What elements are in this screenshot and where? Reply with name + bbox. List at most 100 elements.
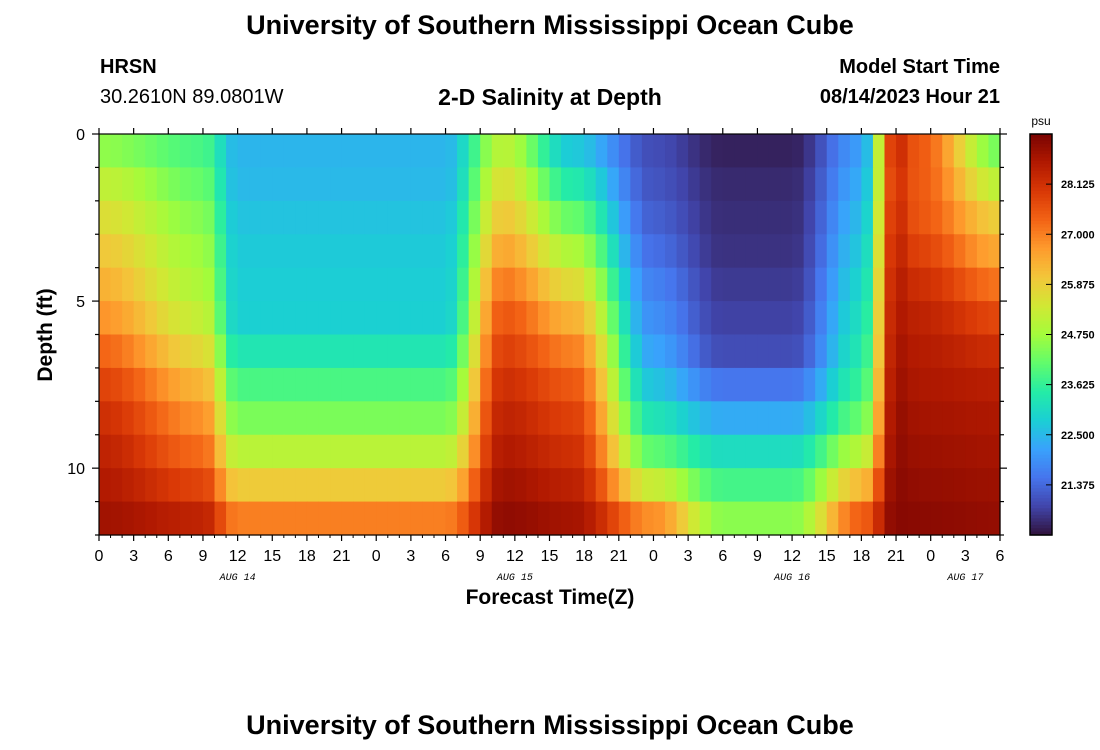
heatmap-cell bbox=[919, 334, 932, 369]
heatmap-cell bbox=[653, 468, 666, 503]
heatmap-cell bbox=[468, 334, 481, 369]
heatmap-cell bbox=[283, 367, 296, 402]
heatmap-cell bbox=[699, 367, 712, 402]
heatmap-cell bbox=[330, 267, 343, 302]
heatmap-cell bbox=[584, 267, 597, 302]
heatmap-cell bbox=[480, 401, 493, 436]
heatmap-cell bbox=[260, 301, 273, 336]
heatmap-cell bbox=[387, 200, 400, 235]
heatmap-cell bbox=[965, 234, 978, 269]
heatmap-cell bbox=[260, 200, 273, 235]
heatmap-cell bbox=[734, 334, 747, 369]
colorbar: 28.125 27.000 25.875 24.750 23.625 22.500 21.3… bbox=[1029, 133, 1095, 536]
heatmap-cell bbox=[976, 334, 990, 369]
heatmap-cell bbox=[99, 301, 112, 336]
x-tick-label: 12 bbox=[229, 548, 247, 565]
heatmap-cell bbox=[226, 367, 239, 402]
heatmap-cell bbox=[110, 200, 123, 235]
colorbar-segment bbox=[1030, 498, 1052, 503]
heatmap-cell bbox=[549, 267, 562, 302]
heatmap-cell bbox=[341, 234, 354, 269]
colorbar-segment bbox=[1030, 434, 1052, 439]
colorbar-segment bbox=[1030, 474, 1052, 479]
heatmap-cell bbox=[826, 134, 839, 169]
heatmap-cell bbox=[549, 434, 562, 469]
heatmap-cell bbox=[514, 501, 527, 536]
heatmap-cell bbox=[919, 134, 932, 169]
colorbar-segment bbox=[1030, 317, 1052, 322]
heatmap-cell bbox=[907, 200, 920, 235]
heatmap-cell bbox=[433, 501, 447, 536]
heatmap-cell bbox=[607, 367, 620, 402]
colorbar-segment bbox=[1030, 414, 1052, 419]
colorbar-segment bbox=[1030, 180, 1052, 185]
heatmap-cell bbox=[641, 301, 655, 336]
heatmap-cell bbox=[191, 434, 204, 469]
heatmap-cell bbox=[722, 334, 735, 369]
heatmap-cell bbox=[457, 468, 470, 503]
heatmap-cell bbox=[665, 367, 678, 402]
heatmap-cell bbox=[468, 167, 481, 202]
heatmap-cell bbox=[99, 434, 112, 469]
heatmap-cell bbox=[202, 501, 216, 536]
heatmap-cell bbox=[838, 134, 851, 169]
heatmap-cell bbox=[988, 134, 1001, 169]
heatmap-cell bbox=[745, 301, 759, 336]
colorbar-segment bbox=[1030, 217, 1052, 222]
colorbar-segment bbox=[1030, 438, 1052, 443]
colorbar-segment bbox=[1030, 404, 1052, 409]
heatmap-cell bbox=[907, 267, 920, 302]
heatmap-cell bbox=[676, 234, 689, 269]
heatmap-cell bbox=[757, 167, 770, 202]
heatmap-cell bbox=[318, 468, 331, 503]
heatmap-cell bbox=[653, 501, 666, 536]
heatmap-cell bbox=[653, 234, 666, 269]
heatmap-cell bbox=[595, 167, 608, 202]
y-axis: 0 5 10 bbox=[67, 127, 1007, 536]
heatmap-cell bbox=[595, 200, 608, 235]
heatmap-cell bbox=[306, 367, 320, 402]
heatmap-cell bbox=[584, 367, 597, 402]
heatmap-cell bbox=[688, 334, 701, 369]
colorbar-segment bbox=[1030, 327, 1052, 332]
heatmap-cell bbox=[445, 301, 458, 336]
colorbar-segment bbox=[1030, 274, 1052, 279]
heatmap-cell bbox=[399, 200, 412, 235]
heatmap-cell bbox=[295, 468, 308, 503]
heatmap-cell bbox=[237, 434, 250, 469]
heatmap-cell bbox=[295, 234, 308, 269]
heatmap-cell bbox=[353, 334, 366, 369]
heatmap-cell bbox=[353, 234, 366, 269]
heatmap-cell bbox=[595, 501, 608, 536]
heatmap-cell bbox=[514, 134, 527, 169]
heatmap-cell bbox=[907, 134, 920, 169]
heatmap-cell bbox=[318, 234, 331, 269]
heatmap-cell bbox=[376, 434, 389, 469]
heatmap-cell bbox=[514, 334, 527, 369]
colorbar-segment bbox=[1030, 214, 1052, 219]
heatmap-cell bbox=[734, 134, 747, 169]
heatmap-cell bbox=[168, 234, 181, 269]
heatmap-cell bbox=[330, 468, 343, 503]
heatmap-cell bbox=[572, 167, 585, 202]
heatmap-cell bbox=[815, 267, 828, 302]
heatmap-cell bbox=[433, 434, 447, 469]
heatmap-cell bbox=[445, 434, 458, 469]
heatmap-cell bbox=[595, 234, 608, 269]
heatmap-cell bbox=[341, 401, 354, 436]
heatmap-cell bbox=[295, 267, 308, 302]
heatmap-cell bbox=[688, 234, 701, 269]
heatmap-cell bbox=[722, 434, 735, 469]
colorbar-segment bbox=[1030, 471, 1052, 476]
heatmap-cell bbox=[110, 167, 123, 202]
colorbar-segment bbox=[1030, 167, 1052, 172]
heatmap-cell bbox=[826, 334, 839, 369]
colorbar-segment bbox=[1030, 374, 1052, 379]
heatmap-cell bbox=[572, 134, 585, 169]
heatmap-cell bbox=[283, 468, 296, 503]
colorbar-segment bbox=[1030, 250, 1052, 255]
colorbar-segment bbox=[1030, 134, 1052, 138]
heatmap-cell bbox=[849, 234, 862, 269]
heatmap-cell bbox=[376, 134, 389, 169]
heatmap-cell bbox=[272, 234, 285, 269]
